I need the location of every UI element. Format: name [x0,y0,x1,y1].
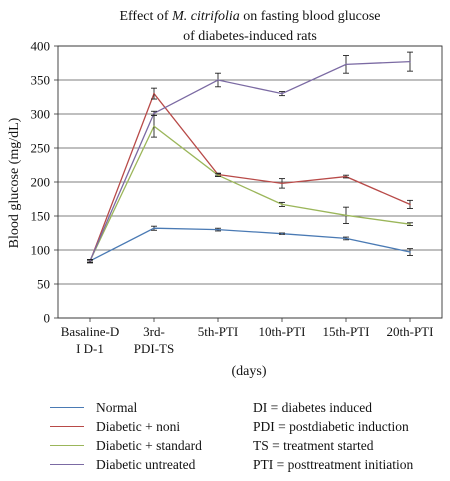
data-point-s2-p2 [217,174,219,176]
y-tick-label-100: 100 [31,243,51,258]
series-line-3 [89,60,411,262]
legend-label-diabetic-noni: Diabetic + noni [96,419,181,434]
data-point-s3-p3 [281,92,283,95]
x-tick-label-4: 15th-PTI [323,324,370,339]
chart-title-line1: Effect of M. citrifolia on fasting blood… [119,9,380,24]
y-tick-label-400: 400 [31,39,51,54]
legend-label-diabetic-standard: Diabetic + standard [96,438,202,453]
x-tick-label-2-line-0: 5th-PTI [198,324,238,339]
series-line-2 [89,125,411,262]
x-tick-label-1-line-1: PDI-TS [134,341,174,356]
x-tick-label-0-line-1: I D-1 [76,341,104,356]
chart-title-line2: of diabetes-induced rats [183,29,317,44]
series-line-1 [89,92,411,262]
data-point-s2-p4 [345,214,347,217]
x-tick-label-2: 5th-PTI [198,324,238,339]
abbreviation-ts: TS = treatment started [253,438,374,453]
x-tick-label-5: 20th-PTI [387,324,434,339]
chart: Effect of M. citrifolia on fasting blood… [7,9,443,379]
series-line-0 [89,227,411,262]
data-point-s3-p0 [89,260,91,262]
data-point-s3-p2 [217,79,219,81]
y-tick-label-0: 0 [44,311,51,326]
x-tick-label-5-line-0: 20th-PTI [387,324,434,339]
y-axis-label: Blood glucose (mg/dL) [7,117,22,248]
y-tick-label-200: 200 [31,175,51,190]
x-tick-label-3-line-0: 10th-PTI [259,324,306,339]
legend-swatch-diabetic-standard [50,445,84,446]
chart-title-prefix: Effect of [119,9,172,24]
legend-label-normal: Normal [96,400,138,415]
data-point-s2-p1 [153,125,155,128]
data-point-s1-p4 [345,175,347,178]
data-point-s1-p1 [153,92,155,95]
chart-title-species: M. citrifolia [171,9,240,24]
chart-title-suffix: on fasting blood glucose [240,9,381,24]
y-tick-label-350: 350 [31,73,51,88]
data-point-s1-p3 [281,182,283,185]
data-point-s3-p4 [345,63,347,66]
legend-swatch-diabetic-noni [50,426,84,427]
data-point-s0-p4 [345,237,347,240]
x-tick-label-1-line-0: 3rd- [143,324,165,339]
legend-swatch-normal [50,407,84,408]
data-point-s0-p2 [217,228,219,231]
x-tick-label-0: Basaline-D I D-1 [61,324,119,356]
data-point-s2-p3 [281,203,283,206]
abbreviation-pdi: PDI = postdiabetic induction [253,419,409,434]
data-point-s0-p3 [281,232,283,235]
data-point-s0-p5 [409,251,411,253]
x-tick-label-3: 10th-PTI [259,324,306,339]
legend-swatch-diabetic-untreated [50,464,84,465]
x-tick-label-0-line-0: Basaline-D [61,324,119,339]
data-point-s2-p5 [409,223,411,225]
abbreviation-di: DI = diabetes induced [253,400,372,415]
data-point-s1-p5 [409,203,411,206]
y-tick-label-250: 250 [31,141,51,156]
data-point-s3-p5 [409,60,411,63]
y-tick-label-300: 300 [31,107,51,122]
legend-label-diabetic-untreated: Diabetic untreated [96,457,196,472]
y-tick-label-150: 150 [31,209,51,224]
data-point-s0-p1 [153,227,155,230]
x-tick-label-4-line-0: 15th-PTI [323,324,370,339]
plot-frame [57,45,443,319]
y-tick-label-50: 50 [37,277,50,292]
data-point-s3-p1 [153,112,155,115]
x-tick-label-1: 3rd- PDI-TS [134,324,174,356]
abbreviation-pti: PTI = posttreatment initiation [253,457,414,472]
plot-area: 0 50 100 150 200 250 300 350 400 Basaline-D I D-1 3… [31,39,443,356]
x-axis-label: (days) [232,364,267,379]
